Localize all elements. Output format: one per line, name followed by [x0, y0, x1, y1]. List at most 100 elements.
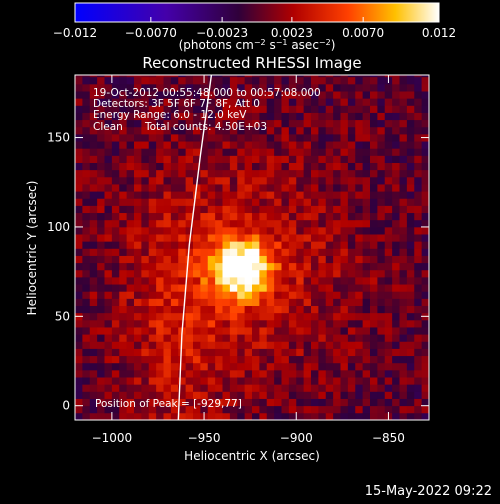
heatmap-cell — [229, 248, 238, 256]
heatmap-cell — [318, 219, 327, 228]
heatmap-cell — [288, 162, 297, 171]
heatmap-cell — [104, 133, 113, 142]
heatmap-cell — [288, 212, 297, 221]
heatmap-cell — [134, 248, 142, 256]
heatmap-cell — [111, 162, 120, 171]
heatmap-cell — [193, 412, 201, 420]
heatmap-cell — [170, 269, 179, 278]
heatmap-cell — [281, 133, 290, 142]
heatmap-cell — [215, 355, 223, 364]
heatmap-cell — [89, 212, 98, 221]
heatmap-cell — [370, 205, 378, 214]
heatmap-cell — [281, 255, 290, 264]
heatmap-cell — [170, 191, 179, 199]
heatmap-cell — [222, 405, 231, 414]
heatmap-cell — [259, 184, 268, 192]
heatmap-cell — [244, 191, 253, 199]
heatmap-cell — [119, 83, 128, 92]
heatmap-cell — [414, 162, 423, 171]
heatmap-cell — [89, 284, 98, 292]
heatmap-cell — [170, 76, 179, 85]
heatmap-cell — [281, 248, 290, 256]
heatmap-cell — [244, 377, 253, 385]
heatmap-cell — [215, 133, 223, 142]
heatmap-cell — [229, 276, 238, 285]
heatmap-cell — [97, 198, 105, 206]
heatmap-cell — [266, 405, 275, 414]
heatmap-cell — [244, 384, 253, 392]
heatmap-cell — [399, 305, 408, 314]
heatmap-cell — [126, 262, 135, 271]
heatmap-cell — [311, 298, 319, 306]
heatmap-cell — [370, 105, 378, 113]
heatmap-cell — [296, 412, 305, 420]
heatmap-cell — [200, 133, 209, 142]
heatmap-cell — [370, 162, 378, 171]
heatmap-cell — [222, 133, 231, 142]
heatmap-cell — [252, 384, 260, 392]
heatmap-cell — [97, 76, 105, 85]
heatmap-cell — [134, 312, 142, 321]
heatmap-cell — [259, 269, 268, 278]
heatmap-cell — [75, 191, 83, 199]
heatmap-cell — [89, 355, 98, 364]
heatmap-cell — [362, 212, 371, 221]
heatmap-cell — [82, 298, 91, 306]
heatmap-cell — [377, 377, 386, 385]
heatmap-cell — [252, 348, 260, 357]
heatmap-cell — [82, 255, 91, 264]
heatmap-cell — [126, 334, 135, 342]
heatmap-cell — [141, 184, 150, 192]
heatmap-cell — [200, 348, 209, 357]
heatmap-cell — [347, 184, 356, 192]
heatmap-cell — [119, 184, 128, 192]
heatmap-cell — [89, 119, 98, 128]
heatmap-cell — [274, 284, 282, 292]
heatmap-cell — [347, 119, 356, 128]
heatmap-cell — [134, 384, 142, 392]
heatmap-cell — [377, 284, 386, 292]
heatmap-cell — [384, 362, 393, 371]
heatmap-cell — [421, 369, 429, 378]
heatmap-cell — [89, 126, 98, 135]
heatmap-cell — [141, 241, 150, 249]
heatmap-cell — [421, 255, 429, 264]
heatmap-cell — [126, 155, 135, 163]
heatmap-cell — [347, 75, 356, 78]
heatmap-cell — [384, 148, 393, 156]
heatmap-cell — [148, 76, 157, 85]
heatmap-cell — [399, 398, 408, 407]
heatmap-cell — [414, 75, 423, 78]
heatmap-cell — [207, 262, 216, 271]
heatmap-cell — [303, 355, 312, 364]
heatmap-cell — [281, 312, 290, 321]
heatmap-cell — [178, 276, 187, 285]
heatmap-cell — [362, 284, 371, 292]
heatmap-cell — [237, 348, 246, 357]
heatmap-cell — [259, 312, 268, 321]
heatmap-cell — [355, 234, 364, 242]
heatmap-cell — [311, 405, 319, 414]
heatmap-cell — [259, 398, 268, 407]
x-tick-label: −900 — [280, 431, 313, 445]
heatmap-cell — [89, 141, 98, 149]
heatmap-cell — [252, 298, 260, 306]
heatmap-cell — [288, 312, 297, 321]
heatmap-cell — [333, 398, 341, 407]
heatmap-cell — [141, 219, 150, 228]
heatmap-cell — [163, 248, 172, 256]
heatmap-cell — [333, 191, 341, 199]
heatmap-cell — [222, 362, 231, 371]
heatmap-cell — [370, 75, 378, 78]
heatmap-cell — [347, 191, 356, 199]
heatmap-cell — [421, 126, 429, 135]
heatmap-cell — [170, 341, 179, 349]
heatmap-cell — [311, 198, 319, 206]
heatmap-cell — [82, 384, 91, 392]
heatmap-cell — [274, 119, 282, 128]
heatmap-cell — [333, 362, 341, 371]
heatmap-cell — [355, 269, 364, 278]
heatmap-cell — [399, 234, 408, 242]
heatmap-cell — [215, 119, 223, 128]
heatmap-cell — [134, 141, 142, 149]
